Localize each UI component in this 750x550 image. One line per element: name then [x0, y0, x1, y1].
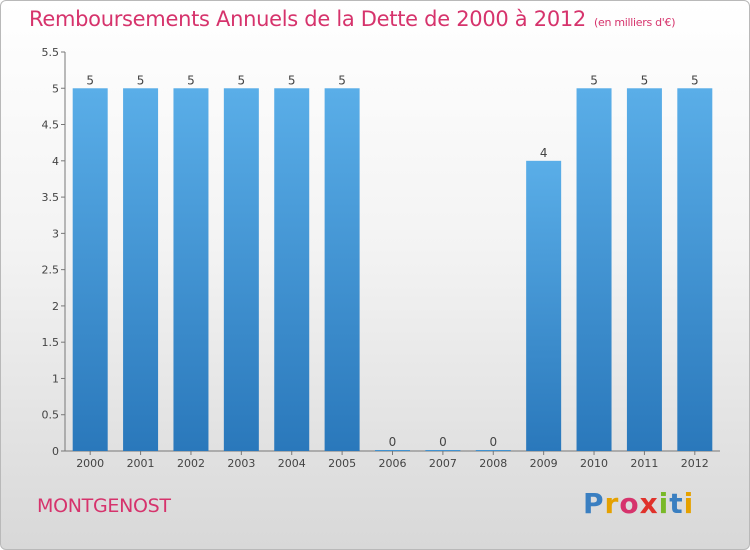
bar — [324, 88, 360, 451]
x-tick-label: 2002 — [177, 457, 205, 470]
x-tick-label: 2003 — [227, 457, 255, 470]
x-tick-label: 2012 — [681, 457, 709, 470]
x-tick-label: 2011 — [630, 457, 658, 470]
data-label: 4 — [540, 146, 548, 160]
y-tick-label: 1 — [52, 372, 59, 385]
bar — [274, 88, 310, 451]
x-tick-label: 2007 — [429, 457, 457, 470]
y-tick-label: 4.5 — [42, 119, 60, 132]
x-tick-label: 2001 — [127, 457, 155, 470]
data-label: 5 — [338, 73, 346, 87]
y-tick-label: 4 — [52, 155, 59, 168]
data-label: 5 — [288, 73, 296, 87]
bar — [425, 450, 461, 451]
data-label: 5 — [238, 73, 246, 87]
x-tick-label: 2010 — [580, 457, 608, 470]
data-label: 5 — [187, 73, 195, 87]
y-tick-label: 2 — [52, 300, 59, 313]
data-label: 5 — [137, 73, 145, 87]
x-tick-label: 2006 — [379, 457, 407, 470]
bar — [72, 88, 108, 451]
bar — [526, 160, 562, 451]
proxiti-logo: Proxiti — [583, 487, 695, 520]
bar — [677, 88, 713, 451]
data-label: 5 — [590, 73, 598, 87]
x-tick-label: 2004 — [278, 457, 306, 470]
data-label: 0 — [389, 435, 397, 449]
bar — [475, 450, 511, 451]
y-tick-label: 5.5 — [42, 46, 60, 59]
y-tick-label: 3 — [52, 227, 59, 240]
x-tick-label: 2009 — [530, 457, 558, 470]
bar — [173, 88, 209, 451]
data-label: 0 — [439, 435, 447, 449]
data-label: 0 — [489, 435, 497, 449]
y-tick-label: 0 — [52, 445, 59, 458]
y-tick-label: 0.5 — [42, 409, 60, 422]
chart-unit: (en milliers d'€) — [594, 16, 676, 29]
value-labels: 5 5 5 5 5 5 0 0 0 4 5 5 5 — [86, 73, 698, 449]
x-tick-label: 2000 — [76, 457, 104, 470]
y-tick-label: 2.5 — [42, 264, 60, 277]
place-name: MONTGENOST — [37, 495, 171, 517]
bar — [626, 88, 662, 451]
axes: 0 0.5 1 1.5 2 2.5 3 3.5 4 4.5 5 5.5 2000 2001 2002 2003… — [42, 46, 720, 470]
y-tick-label: 3.5 — [42, 191, 60, 204]
bar — [375, 450, 410, 451]
bar — [223, 88, 259, 451]
data-label: 5 — [691, 73, 699, 87]
bar — [123, 88, 159, 451]
y-tick-label: 1.5 — [42, 336, 60, 349]
chart-title: Remboursements Annuels de la Dette de 20… — [29, 7, 676, 31]
bars — [72, 88, 713, 451]
data-label: 5 — [641, 73, 649, 87]
y-tick-label: 5 — [52, 82, 59, 95]
x-tick-label: 2005 — [328, 457, 356, 470]
data-label: 5 — [86, 73, 94, 87]
bar — [576, 88, 612, 451]
x-tick-label: 2008 — [479, 457, 507, 470]
